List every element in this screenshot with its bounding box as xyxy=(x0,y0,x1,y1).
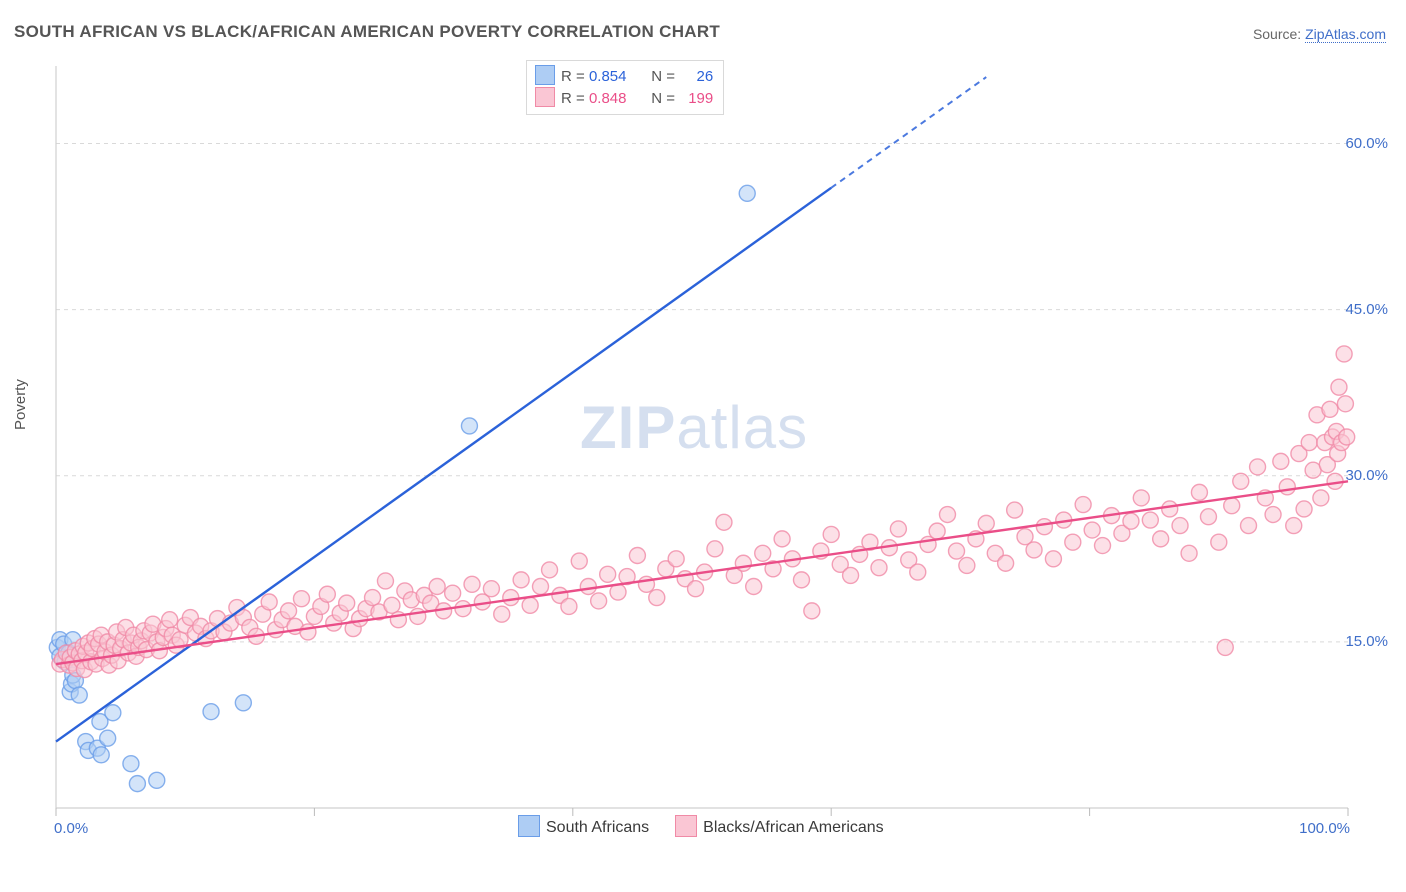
source-attribution: Source: ZipAtlas.com xyxy=(1253,26,1386,42)
legend-stat-row: R = 0.854 N = 26 xyxy=(535,65,713,87)
legend-R-label: R = xyxy=(561,68,589,85)
y-axis-label: Poverty xyxy=(12,379,29,430)
series-legend-label: South Africans xyxy=(546,819,649,836)
legend-swatch xyxy=(518,815,540,837)
series-legend-item: Blacks/African Americans xyxy=(675,815,884,837)
y-tick-label: 15.0% xyxy=(1345,633,1388,650)
legend-N-label: N = xyxy=(651,68,679,85)
series-legend-label: Blacks/African Americans xyxy=(703,819,884,836)
x-tick-label: 100.0% xyxy=(1299,820,1350,837)
source-label: Source: xyxy=(1253,26,1305,42)
chart-container: SOUTH AFRICAN VS BLACK/AFRICAN AMERICAN … xyxy=(0,0,1406,892)
legend-swatch xyxy=(535,65,555,85)
legend-swatch xyxy=(535,87,555,107)
legend-stat-row: R = 0.848 N = 199 xyxy=(535,87,713,109)
legend-R-value: 0.854 xyxy=(589,67,643,87)
legend-R-label: R = xyxy=(561,90,589,107)
x-tick-label: 0.0% xyxy=(54,820,88,837)
y-tick-label: 45.0% xyxy=(1345,301,1388,318)
legend-N-label: N = xyxy=(651,90,679,107)
legend-N-value: 199 xyxy=(679,89,713,109)
legend-N-value: 26 xyxy=(679,67,713,87)
source-link[interactable]: ZipAtlas.com xyxy=(1305,26,1386,43)
plot-area: ZIPatlas R = 0.854 N = 26R = 0.848 N = 1… xyxy=(48,58,1388,838)
y-tick-label: 60.0% xyxy=(1345,135,1388,152)
series-legend-item: South Africans xyxy=(518,815,649,837)
correlation-stats-legend: R = 0.854 N = 26R = 0.848 N = 199 xyxy=(526,60,724,115)
legend-R-value: 0.848 xyxy=(589,89,643,109)
scatter-plot-svg xyxy=(48,58,1388,838)
legend-swatch xyxy=(675,815,697,837)
chart-title: SOUTH AFRICAN VS BLACK/AFRICAN AMERICAN … xyxy=(14,22,720,42)
series-legend: South Africans Blacks/African Americans xyxy=(518,815,884,837)
y-tick-label: 30.0% xyxy=(1345,467,1388,484)
